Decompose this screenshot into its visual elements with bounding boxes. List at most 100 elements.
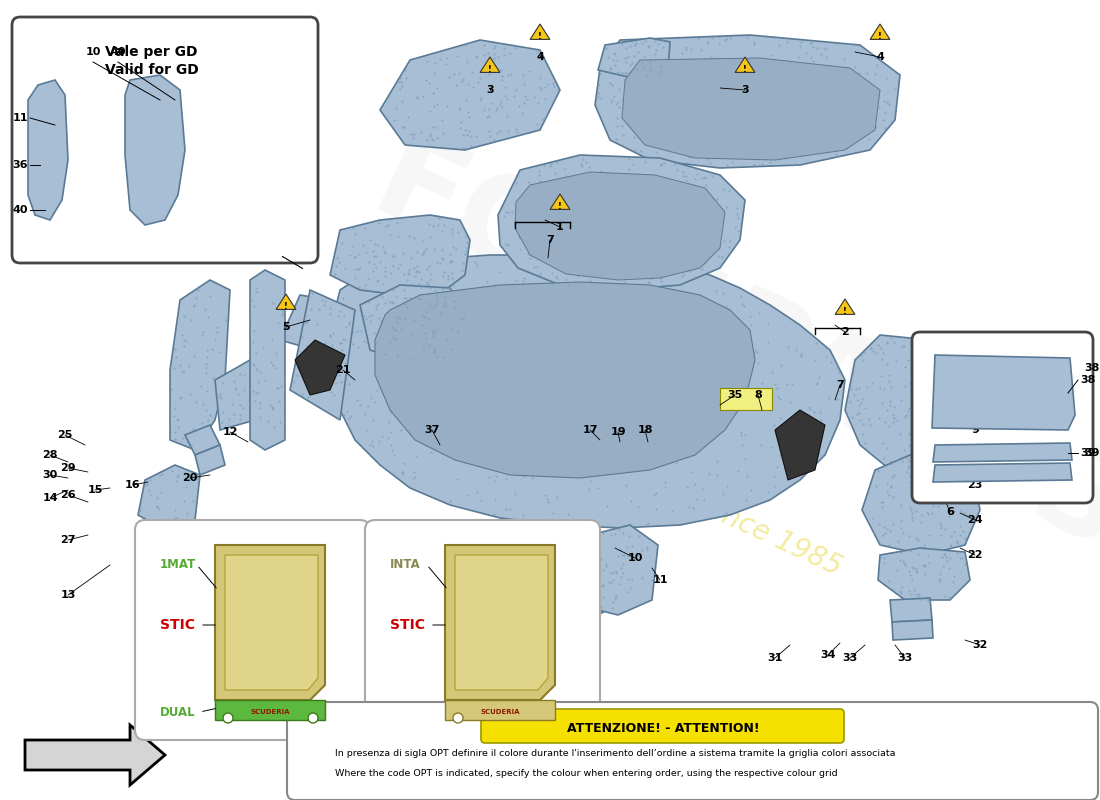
Text: SCUDERIA: SCUDERIA [251, 709, 289, 715]
Text: !: ! [558, 202, 562, 210]
Polygon shape [226, 555, 318, 690]
Text: 4: 4 [536, 52, 543, 62]
Text: 37: 37 [425, 425, 440, 435]
Polygon shape [250, 270, 285, 450]
Text: 6: 6 [946, 507, 954, 517]
Text: 3: 3 [741, 85, 749, 95]
Text: INTA: INTA [390, 558, 420, 571]
Polygon shape [214, 360, 270, 430]
Text: 21: 21 [336, 365, 351, 375]
Polygon shape [276, 294, 296, 310]
Text: !: ! [488, 65, 492, 74]
Text: 9: 9 [971, 425, 979, 435]
Text: 2: 2 [842, 327, 849, 337]
Polygon shape [940, 479, 960, 494]
Polygon shape [870, 24, 890, 39]
Polygon shape [185, 425, 220, 455]
FancyBboxPatch shape [481, 709, 844, 743]
Polygon shape [330, 255, 845, 528]
Polygon shape [330, 215, 470, 295]
Polygon shape [195, 445, 226, 475]
Polygon shape [735, 57, 755, 72]
Text: STIC: STIC [160, 618, 195, 632]
Text: SCUDERIA: SCUDERIA [481, 709, 519, 715]
Text: 33: 33 [898, 653, 913, 663]
Text: 7: 7 [836, 380, 844, 390]
Polygon shape [379, 40, 560, 150]
Text: 7: 7 [546, 235, 554, 245]
Polygon shape [515, 172, 725, 280]
Text: 1: 1 [557, 222, 564, 232]
Polygon shape [168, 520, 210, 558]
FancyBboxPatch shape [287, 702, 1098, 800]
Polygon shape [125, 75, 185, 225]
Text: 20: 20 [183, 473, 198, 483]
Text: a passion for parts since 1985: a passion for parts since 1985 [454, 378, 846, 582]
FancyBboxPatch shape [912, 332, 1093, 503]
Polygon shape [776, 410, 825, 480]
Text: 31: 31 [768, 653, 783, 663]
Polygon shape [214, 545, 324, 700]
Polygon shape [446, 545, 556, 700]
Text: 11: 11 [652, 575, 668, 585]
Polygon shape [498, 155, 745, 290]
Text: 16: 16 [125, 480, 141, 490]
Polygon shape [375, 282, 755, 478]
Polygon shape [550, 194, 570, 210]
Text: 13: 13 [60, 590, 76, 600]
Text: 40: 40 [110, 47, 125, 57]
Text: 33: 33 [843, 653, 858, 663]
Polygon shape [214, 700, 324, 720]
Circle shape [308, 713, 318, 723]
FancyBboxPatch shape [12, 17, 318, 263]
Polygon shape [25, 725, 165, 785]
Text: 15: 15 [87, 485, 102, 495]
Polygon shape [525, 535, 620, 620]
Text: !: ! [314, 757, 317, 766]
Text: Vale per GD: Vale per GD [104, 45, 198, 59]
Text: 39: 39 [1080, 448, 1096, 458]
FancyBboxPatch shape [135, 520, 370, 740]
Text: 4: 4 [876, 52, 884, 62]
Text: 28: 28 [42, 450, 57, 460]
Text: 14: 14 [42, 493, 58, 503]
Text: 22: 22 [967, 550, 982, 560]
Text: 29: 29 [60, 463, 76, 473]
Text: In presenza di sigla OPT definire il colore durante l'inserimento dell’ordine a : In presenza di sigla OPT definire il col… [336, 750, 895, 758]
Text: 17: 17 [582, 425, 597, 435]
Text: 11: 11 [12, 113, 28, 123]
Text: Where the code OPT is indicated, specify the colour when entering order, using t: Where the code OPT is indicated, specify… [336, 769, 837, 778]
Polygon shape [621, 58, 880, 160]
Polygon shape [862, 455, 980, 555]
Polygon shape [150, 548, 185, 575]
Polygon shape [280, 295, 330, 350]
Polygon shape [295, 340, 345, 395]
FancyBboxPatch shape [365, 520, 600, 740]
Circle shape [223, 713, 233, 723]
Text: 40: 40 [12, 205, 28, 215]
Text: ATTENZIONE! - ATTENTION!: ATTENZIONE! - ATTENTION! [566, 722, 759, 734]
Polygon shape [598, 38, 670, 82]
Text: 23: 23 [967, 480, 982, 490]
Polygon shape [530, 24, 550, 39]
Text: 27: 27 [60, 535, 76, 545]
Polygon shape [446, 700, 556, 720]
Polygon shape [845, 335, 955, 470]
Circle shape [453, 713, 463, 723]
Text: !: ! [878, 31, 882, 41]
Polygon shape [892, 620, 933, 640]
Text: 12: 12 [222, 427, 238, 437]
Text: STIC: STIC [390, 618, 425, 632]
Polygon shape [590, 525, 658, 615]
Text: 11: 11 [537, 577, 552, 587]
Text: 24: 24 [967, 515, 982, 525]
Text: !: ! [843, 306, 847, 315]
Polygon shape [933, 463, 1072, 482]
Text: 3: 3 [486, 85, 494, 95]
Text: 10: 10 [627, 553, 642, 563]
Text: DUAL: DUAL [160, 706, 196, 718]
Text: 10: 10 [86, 47, 101, 57]
Text: !: ! [948, 486, 951, 495]
Polygon shape [28, 80, 68, 220]
Polygon shape [480, 57, 499, 72]
